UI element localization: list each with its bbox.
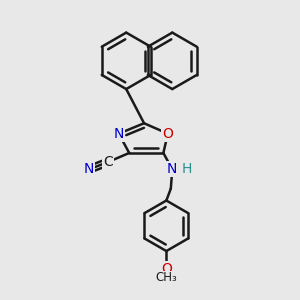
Text: O: O: [161, 262, 172, 276]
Text: N: N: [114, 127, 124, 141]
Text: CH₃: CH₃: [155, 271, 177, 284]
Text: H: H: [182, 162, 192, 176]
Text: C: C: [103, 155, 113, 169]
Text: O: O: [162, 127, 173, 141]
Text: N: N: [167, 162, 178, 176]
Text: N: N: [84, 162, 94, 176]
